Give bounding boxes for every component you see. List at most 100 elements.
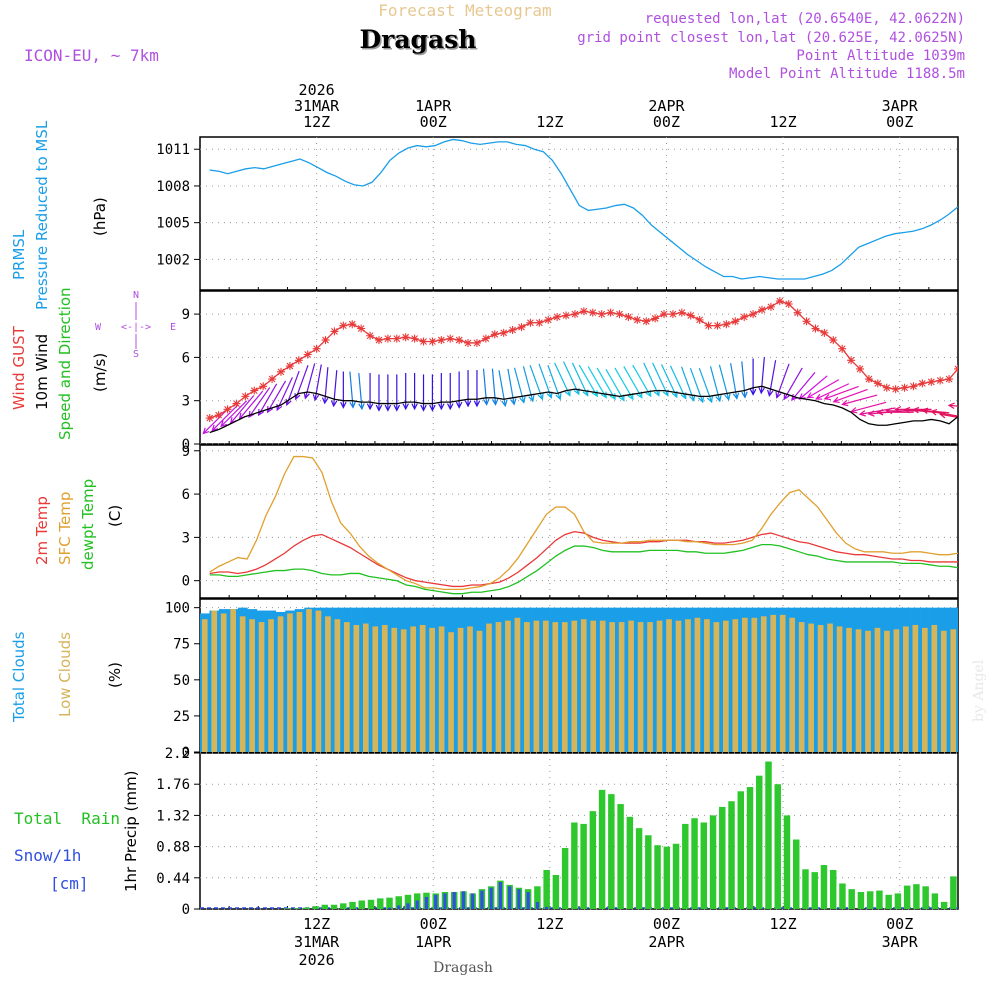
gust-point — [936, 376, 945, 385]
wind-arrow-head — [867, 410, 875, 417]
low-cloud-bar — [798, 622, 805, 752]
wind-arrow-head — [438, 403, 445, 411]
rain-bar — [709, 815, 717, 909]
wind-arrow — [507, 368, 515, 405]
low-cloud-bar — [940, 630, 947, 752]
rain-bar — [737, 791, 745, 909]
top-axis-label: 3APR — [882, 97, 919, 115]
low-cloud-bar — [590, 620, 597, 752]
rain-bar — [700, 822, 708, 909]
gust-point — [312, 344, 321, 353]
gust-point — [241, 392, 250, 401]
gust-point — [918, 379, 927, 388]
model-name: ICON-EU, ~ 7km — [24, 46, 159, 65]
rain-bar — [321, 904, 329, 909]
rain-legend: Total Rain — [14, 809, 120, 828]
top-axis-label: 12Z — [770, 113, 797, 131]
wind-label: 10m Wind — [33, 334, 51, 410]
wind-arrow-head — [724, 393, 731, 401]
wind-panel: Wind GUST 10m Wind Speed and Direction (… — [10, 287, 176, 440]
wind-arrow — [931, 410, 958, 417]
gust-point — [339, 321, 348, 330]
rain-bar — [543, 870, 550, 909]
wind-arrow — [652, 362, 669, 396]
wind-arrow — [815, 383, 850, 400]
top-axis-label: 2APR — [648, 97, 685, 115]
precip-ytick-label: 0 — [182, 902, 190, 918]
snow-bar — [443, 893, 447, 909]
wind-arrow — [239, 390, 264, 420]
gust-point — [276, 367, 285, 376]
wind-arrow — [498, 370, 506, 406]
gust-point — [927, 377, 936, 386]
wind-arrow — [741, 361, 746, 398]
rain-bar — [848, 889, 855, 909]
rain-bar — [663, 846, 671, 909]
wind-arrow-head — [366, 403, 374, 411]
wind-arrow-head — [429, 404, 436, 412]
rain-bar — [802, 869, 809, 909]
wind-arrow — [768, 360, 777, 396]
precip-plot: 0 0.44 0.88 1.32 1.76 2.2 — [156, 746, 959, 918]
low-cloud-bar — [533, 620, 540, 752]
wind-arrow — [791, 372, 816, 401]
clouds-units: (%) — [106, 662, 124, 688]
low-cloud-bar — [855, 629, 862, 752]
rain-bar — [756, 775, 763, 909]
wind-arrow — [833, 388, 868, 403]
low-cloud-bar — [628, 620, 634, 752]
wind-arrow — [669, 365, 687, 399]
rain-bar — [866, 891, 874, 909]
gust-point — [731, 317, 740, 326]
wind-arrow-head — [741, 391, 748, 399]
wind-arrow-head — [312, 394, 320, 402]
gust-point — [232, 399, 241, 408]
wind-arrow-head — [921, 407, 929, 415]
low-cloud-bar — [903, 626, 909, 752]
2m-temp-line — [209, 530, 958, 588]
rain-bar — [349, 901, 356, 909]
low-cloud-bar — [694, 617, 701, 752]
wind-arrow-head — [885, 407, 893, 415]
wind-arrow-head — [528, 395, 535, 403]
wind-arrow — [730, 362, 738, 399]
gust-point — [740, 312, 749, 321]
low-cloud-bar — [741, 617, 748, 752]
low-cloud-bar — [950, 629, 957, 752]
low-cloud-bar — [438, 626, 445, 752]
top-axis-label: 1APR — [415, 97, 452, 115]
wind-arrow-head — [850, 407, 858, 414]
point-altitude: Point Altitude 1039m — [796, 48, 965, 64]
gust-point — [562, 311, 571, 320]
gust-point — [517, 323, 526, 332]
bottom-axis-label: 1APR — [415, 933, 452, 951]
low-cloud-bar — [846, 627, 852, 752]
bottom-axis-label: 2APR — [648, 933, 685, 951]
low-cloud-bar — [211, 610, 218, 752]
low-cloud-bar — [391, 627, 398, 752]
precip-ytick-label: 2.2 — [165, 746, 190, 762]
bottom-axis-label: 12Z — [770, 915, 797, 933]
wind-arrow-head — [806, 392, 814, 399]
low-cloud-bar — [732, 619, 739, 752]
bottom-location: Dragash — [433, 960, 493, 976]
wind-arrow-head — [546, 391, 553, 399]
total-clouds-label: Total Clouds — [10, 631, 28, 723]
rain-bar — [829, 870, 837, 909]
low-cloud-bar — [514, 617, 521, 752]
rain-bar — [820, 865, 828, 909]
wind-arrow-head — [455, 401, 463, 409]
wind-arrow — [248, 387, 271, 418]
snow-bar — [489, 887, 493, 909]
low-cloud-bar — [220, 613, 227, 752]
gust-point — [784, 299, 793, 308]
top-axis-label: 00Z — [420, 113, 447, 131]
gust-point — [847, 356, 856, 365]
low-cloud-bar — [808, 623, 814, 752]
gust-point — [838, 344, 847, 353]
sfc-temp-label: SFC Temp — [56, 492, 74, 565]
wind-arrow — [760, 357, 765, 394]
pressure-ytick-label: 1008 — [156, 179, 190, 195]
gust-point — [660, 310, 669, 319]
